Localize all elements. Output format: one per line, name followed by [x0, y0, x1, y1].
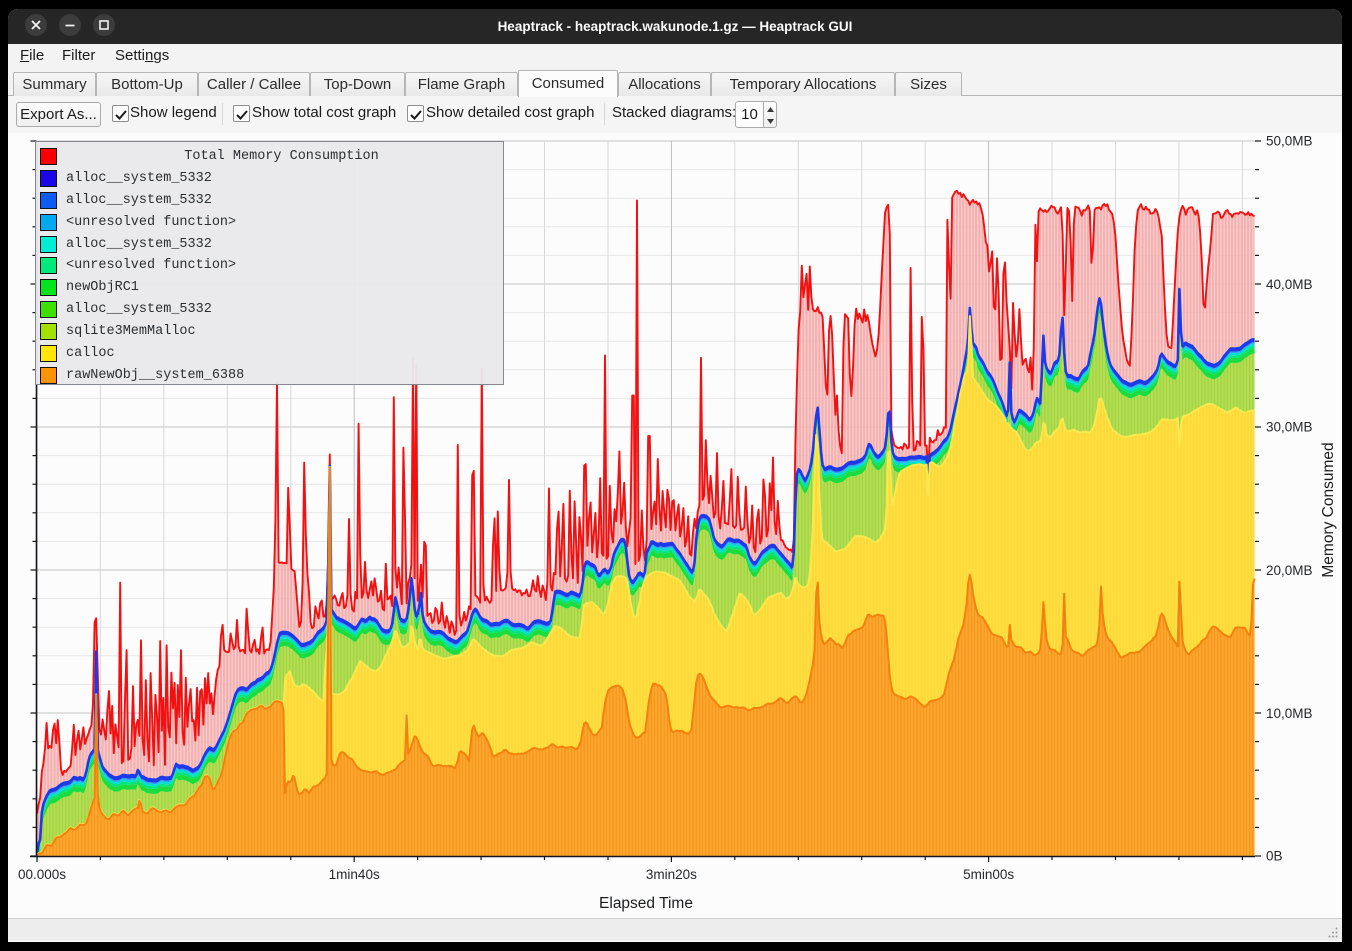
svg-text:3min20s: 3min20s: [646, 867, 697, 882]
svg-text:1min40s: 1min40s: [329, 867, 380, 882]
svg-text:50,0MB: 50,0MB: [1266, 134, 1313, 149]
svg-text:10,0MB: 10,0MB: [1266, 706, 1313, 721]
svg-text:20,0MB: 20,0MB: [1266, 563, 1313, 578]
svg-text:00.000s: 00.000s: [18, 867, 66, 882]
svg-text:0B: 0B: [1266, 849, 1283, 864]
svg-text:Elapsed Time: Elapsed Time: [599, 895, 693, 912]
svg-text:Memory Consumed: Memory Consumed: [1320, 442, 1337, 577]
svg-text:40,0MB: 40,0MB: [1266, 277, 1313, 292]
svg-text:30,0MB: 30,0MB: [1266, 420, 1313, 435]
svg-text:5min00s: 5min00s: [963, 867, 1014, 882]
